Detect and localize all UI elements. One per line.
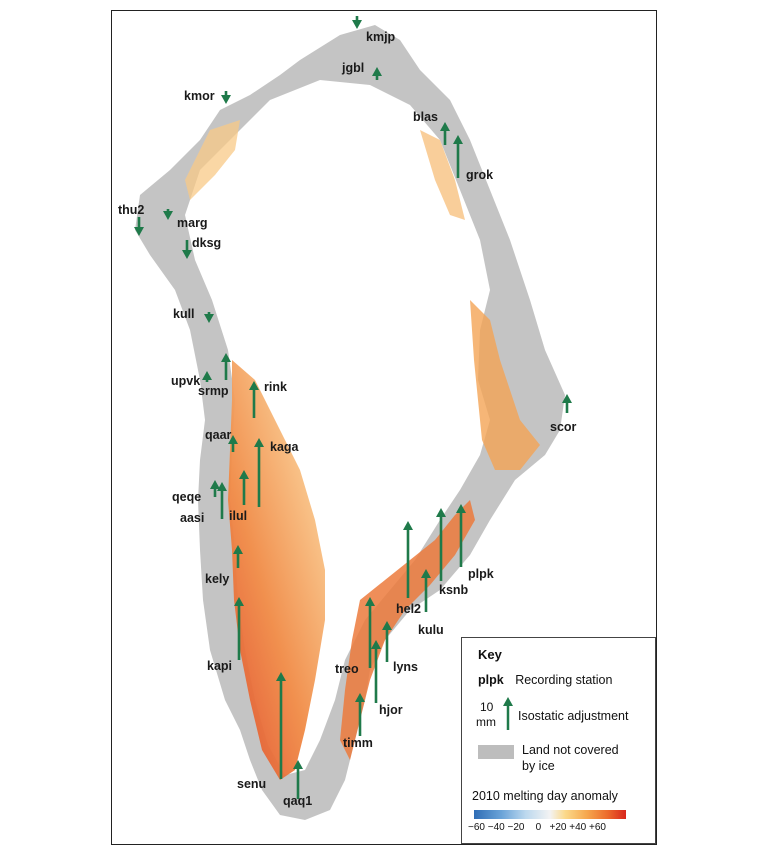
station-label-rink: rink xyxy=(264,380,287,394)
station-arrow-marg xyxy=(163,209,173,220)
station-arrow-scor xyxy=(562,394,572,413)
station-label-blas: blas xyxy=(413,110,438,124)
station-label-lyns: lyns xyxy=(393,660,418,674)
station-arrow-hel2 xyxy=(403,521,413,598)
station-label-ksnb: ksnb xyxy=(439,583,469,597)
station-label-dksg: dksg xyxy=(192,236,221,250)
station-arrow-kely xyxy=(233,545,243,568)
station-label-jgbl: jgbl xyxy=(341,61,364,75)
key-land-text: Land not covered by ice xyxy=(522,743,619,773)
map-key: Key plpk Recording station 10 mm Isostat… xyxy=(461,637,656,844)
station-label-aasi: aasi xyxy=(180,511,204,525)
station-label-grok: grok xyxy=(466,168,493,182)
station-arrow-senu xyxy=(276,672,286,779)
station-label-upvk: upvk xyxy=(171,374,200,388)
station-arrow-qaar xyxy=(228,435,238,452)
station-label-plpk: plpk xyxy=(468,567,494,581)
station-label-hel2: hel2 xyxy=(396,602,421,616)
station-arrow-hjor xyxy=(371,640,381,703)
station-arrow-timm xyxy=(355,693,365,736)
station-arrow-kmor xyxy=(221,91,231,104)
melt-anomaly-east xyxy=(470,300,540,470)
station-arrow-blas xyxy=(440,122,450,145)
colorbar-ticks: −60 −40 −20 0 +20 +40 +60 xyxy=(468,822,606,833)
station-label-senu: senu xyxy=(237,777,266,791)
station-arrow-aasi xyxy=(217,482,227,519)
anomaly-colorbar xyxy=(474,810,626,819)
station-arrow-qeqe xyxy=(210,480,220,497)
melt-anomaly-southwest xyxy=(228,360,325,780)
station-arrow-ilul xyxy=(239,470,249,505)
station-arrow-plpk xyxy=(456,504,466,567)
station-arrow-kaga xyxy=(254,438,264,507)
station-arrow-rink xyxy=(249,381,259,418)
station-arrow-thu2 xyxy=(134,217,144,236)
station-label-kely: kely xyxy=(205,572,229,586)
station-label-kmor: kmor xyxy=(184,89,215,103)
station-arrow-ksnb xyxy=(436,508,446,581)
station-label-qeqe: qeqe xyxy=(172,490,201,504)
melt-anomaly-north xyxy=(185,120,240,200)
station-arrow-treo xyxy=(365,597,375,668)
key-scale-unit: mm xyxy=(476,715,496,729)
key-anomaly-title: 2010 melting day anomaly xyxy=(472,789,618,803)
key-arrow-text: Isostatic adjustment xyxy=(518,709,629,723)
station-arrow-upvk xyxy=(202,371,212,382)
station-label-treo: treo xyxy=(335,662,359,676)
station-arrow-lyns xyxy=(382,621,392,662)
station-arrow-kull xyxy=(204,312,214,323)
station-label-marg: marg xyxy=(177,216,208,230)
station-arrow-kulu xyxy=(421,569,431,612)
key-scale-value: 10 xyxy=(480,700,494,714)
station-label-hjor: hjor xyxy=(379,703,403,717)
station-arrow-kapi xyxy=(234,597,244,660)
station-label-timm: timm xyxy=(343,736,373,750)
station-label-kaga: kaga xyxy=(270,440,300,454)
station-label-scor: scor xyxy=(550,420,577,434)
key-station-example: plpk xyxy=(478,673,504,687)
station-arrow-qaq1 xyxy=(293,760,303,799)
station-label-srmp: srmp xyxy=(198,384,229,398)
melt-anomaly-northeast xyxy=(420,130,465,220)
station-label-ilul: ilul xyxy=(229,509,247,523)
station-label-kapi: kapi xyxy=(207,659,232,673)
station-arrow-kmjp xyxy=(352,16,362,29)
station-arrow-jgbl xyxy=(372,67,382,80)
key-land-swatch xyxy=(478,745,514,759)
station-label-qaq1: qaq1 xyxy=(283,794,312,808)
station-label-qaar: qaar xyxy=(205,428,232,442)
key-station-text: Recording station xyxy=(515,673,613,687)
station-label-kulu: kulu xyxy=(418,623,444,637)
key-arrow-icon xyxy=(503,697,513,730)
station-arrow-grok xyxy=(453,135,463,178)
station-arrow-srmp xyxy=(221,353,231,380)
station-label-thu2: thu2 xyxy=(118,203,144,217)
key-title: Key xyxy=(478,647,502,662)
station-label-kull: kull xyxy=(173,307,195,321)
station-arrow-dksg xyxy=(182,240,192,259)
station-label-kmjp: kmjp xyxy=(366,30,396,44)
